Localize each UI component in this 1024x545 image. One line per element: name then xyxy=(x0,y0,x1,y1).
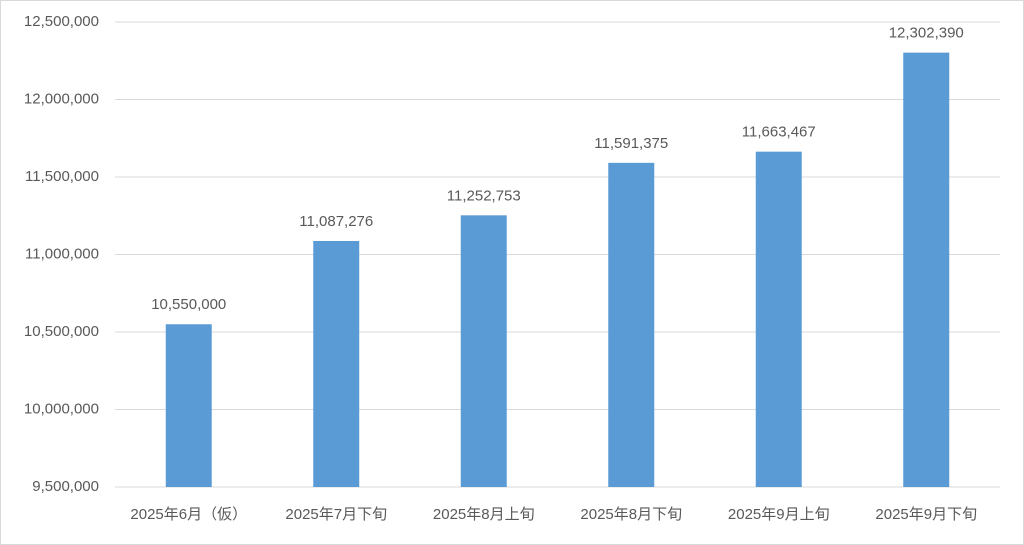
x-tick-label: 2025年8月上旬 xyxy=(433,506,535,523)
data-label: 11,252,753 xyxy=(447,187,521,204)
bar xyxy=(165,324,212,487)
data-label: 12,302,390 xyxy=(889,25,964,42)
y-tick-label: 11,000,000 xyxy=(25,245,99,262)
bar xyxy=(755,151,802,488)
y-tick-label: 11,500,000 xyxy=(25,168,99,185)
y-tick-label: 10,500,000 xyxy=(24,323,99,340)
data-label: 11,087,276 xyxy=(299,213,373,230)
y-tick-label: 10,000,000 xyxy=(24,400,99,417)
data-label: 11,591,375 xyxy=(594,135,668,152)
x-tick-label: 2025年9月下旬 xyxy=(875,506,977,523)
y-tick-label: 12,500,000 xyxy=(24,13,99,30)
x-tick-label: 2025年7月下旬 xyxy=(285,506,387,523)
x-tick-label: 2025年9月上旬 xyxy=(728,506,830,523)
bar xyxy=(608,162,655,488)
x-tick-label: 2025年8月下旬 xyxy=(580,506,682,523)
bar xyxy=(903,52,950,488)
y-tick-label: 9,500,000 xyxy=(32,478,99,495)
bar xyxy=(460,215,507,487)
data-label: 11,663,467 xyxy=(742,124,816,141)
y-tick-label: 12,000,000 xyxy=(24,90,99,107)
bar xyxy=(313,240,360,487)
x-tick-label: 2025年6月（仮） xyxy=(130,506,247,523)
data-label: 10,550,000 xyxy=(151,296,226,313)
